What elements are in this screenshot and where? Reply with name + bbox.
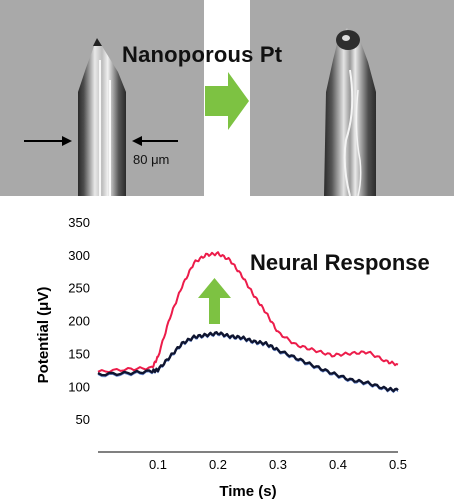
y-tick-label: 50 (76, 412, 90, 427)
y-tick-label: 200 (68, 314, 90, 329)
y-axis-label: Potential (μV) (35, 287, 52, 384)
process-arrow (205, 72, 249, 130)
chart-heading: Neural Response (250, 250, 430, 275)
width-arrow-right (132, 136, 178, 146)
series-line-uncoated-shadow (97, 333, 399, 394)
scale-label: 80 μm (133, 152, 170, 167)
y-tick-label: 100 (68, 379, 90, 394)
electrode-photo-before (0, 0, 204, 196)
x-tick-label: 0.4 (329, 457, 347, 472)
width-arrow-left (24, 136, 72, 146)
x-tick-label: 0.1 (149, 457, 167, 472)
y-tick-label: 250 (68, 281, 90, 296)
process-label: Nanoporous Pt (122, 42, 283, 67)
y-tick-label: 350 (68, 215, 90, 230)
increase-arrow (198, 278, 231, 324)
neural-response-chart: 50 100 150 200 250 300 350 0.1 0.2 0.3 0.4 0.5 Time… (35, 215, 407, 500)
measurement-overlay (24, 72, 249, 146)
series-line-coated (97, 251, 399, 374)
x-tick-label: 0.3 (269, 457, 287, 472)
y-tick-label: 300 (68, 248, 90, 263)
x-tick-label: 0.2 (209, 457, 227, 472)
electrode-photo-after (250, 0, 454, 196)
y-tick-label: 150 (68, 346, 90, 361)
x-tick-label: 0.5 (389, 457, 407, 472)
x-axis-label: Time (s) (219, 483, 276, 500)
series-line-uncoated (97, 330, 399, 393)
